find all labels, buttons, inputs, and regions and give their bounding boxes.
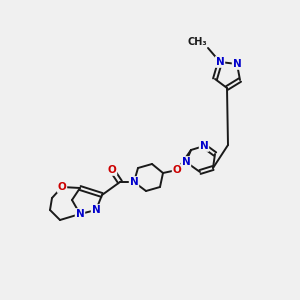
Text: N: N (200, 141, 208, 151)
Text: N: N (182, 157, 190, 167)
Text: N: N (130, 177, 138, 187)
Text: N: N (216, 57, 224, 67)
Text: N: N (232, 59, 242, 69)
Text: O: O (172, 165, 182, 175)
Text: N: N (76, 209, 84, 219)
Text: N: N (92, 205, 100, 215)
Text: CH₃: CH₃ (188, 37, 207, 47)
Text: O: O (58, 182, 66, 192)
Text: O: O (108, 165, 116, 175)
